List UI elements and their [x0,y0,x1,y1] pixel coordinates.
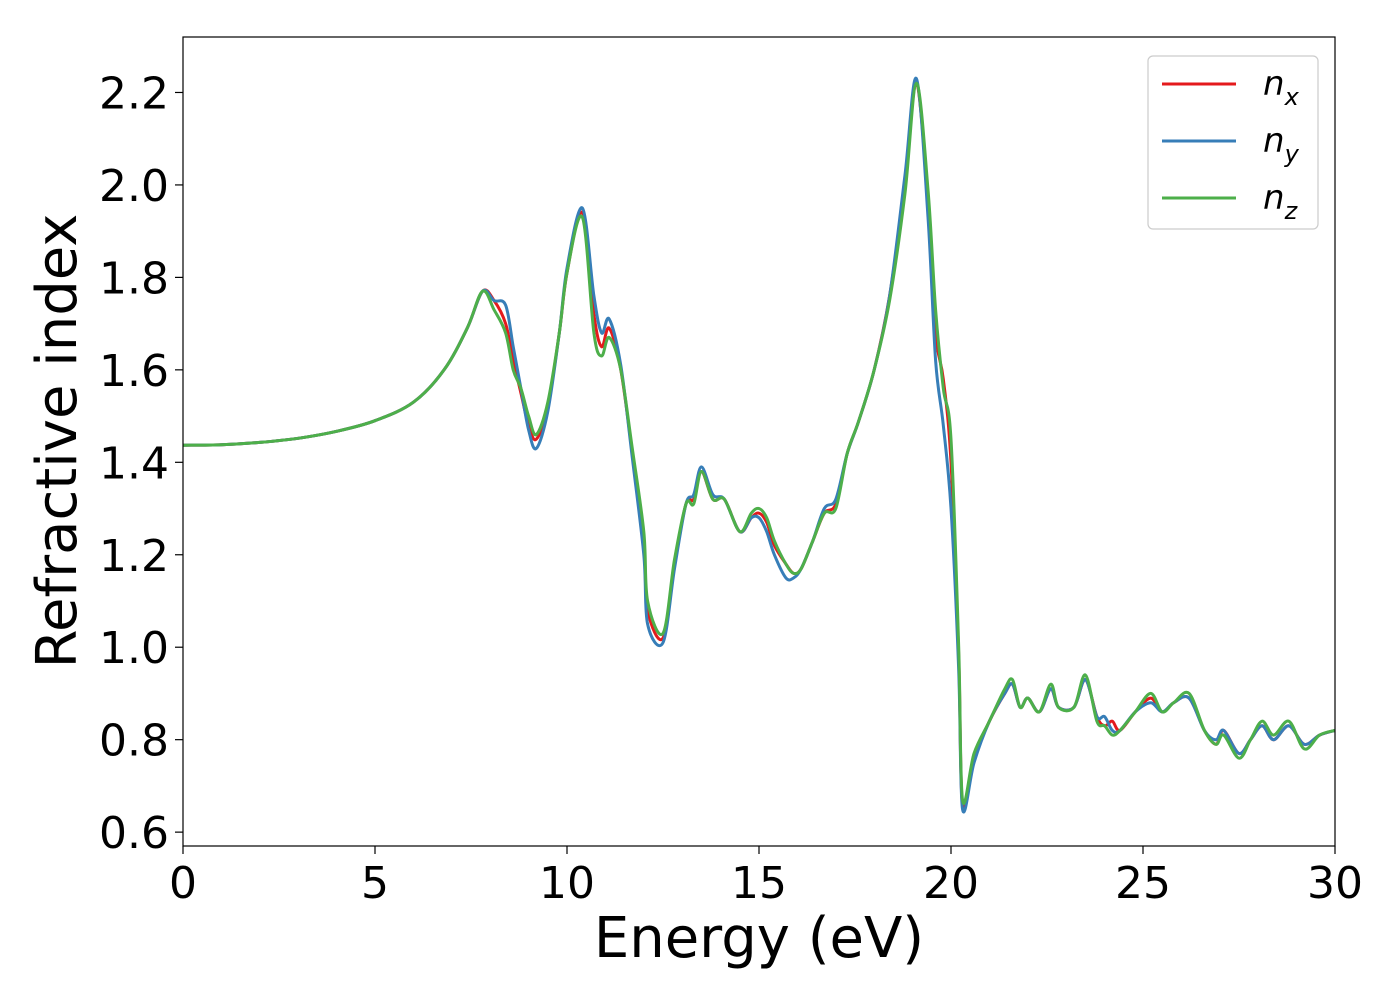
plot-background [183,37,1335,846]
series-layer [182,76,1336,814]
y-tick-label: 1.4 [99,438,169,489]
series-line-z [182,81,1336,805]
legend-label-base: n [1263,178,1285,218]
legend-label-subscript: y [1284,140,1300,168]
y-tick-label: 0.8 [99,716,169,767]
y-tick-label: 1.8 [99,253,169,304]
y-tick-label: 2.2 [99,68,169,119]
legend-label-y: ny [1263,121,1300,168]
y-tick-label: 1.0 [99,623,169,674]
y-tick-label: 0.6 [99,808,169,859]
legend-label-base: n [1263,64,1285,104]
x-axis: 0 5 10 15 20 25 30 [169,846,1363,909]
y-axis-label: Refractive index [25,214,90,669]
x-tick-label: 15 [731,858,787,909]
x-tick-label: 20 [923,858,979,909]
x-tick-label: 5 [361,858,389,909]
legend-label-subscript: x [1284,83,1300,111]
x-tick-label: 0 [169,858,197,909]
legend-label-base: n [1263,121,1285,161]
x-tick-label: 30 [1307,858,1363,909]
legend-label-z: nz [1263,178,1299,225]
x-axis-label: Energy (eV) [594,906,924,971]
y-tick-label: 2.0 [99,161,169,212]
x-tick-label: 10 [539,858,595,909]
y-axis: 0.6 0.8 1.0 1.2 1.4 1.6 1.8 2.0 2.2 [99,68,183,859]
legend-label-x: nx [1263,64,1300,111]
legend-label-subscript: z [1284,197,1299,225]
y-tick-label: 1.2 [99,531,169,582]
x-tick-label: 25 [1115,858,1171,909]
y-tick-label: 1.6 [99,346,169,397]
